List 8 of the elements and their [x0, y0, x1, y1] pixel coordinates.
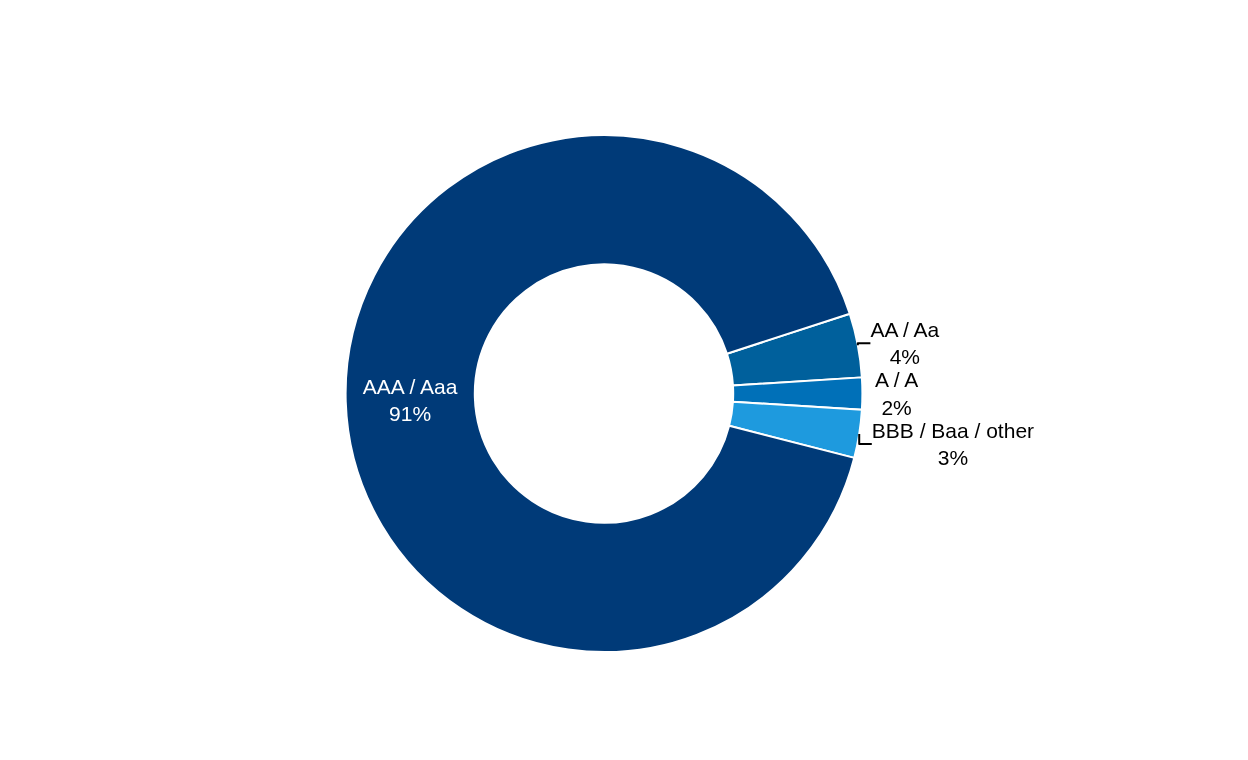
data-label: 3%	[937, 446, 969, 470]
slice-label: BBB / Baa / other	[871, 418, 1035, 442]
data-label: 4%	[889, 345, 921, 369]
data-label: 91%	[389, 401, 432, 425]
data-label: 2%	[881, 395, 912, 419]
slice-label: AAA / Aaa	[362, 374, 458, 398]
slice-label: A / A	[874, 368, 919, 392]
slice-label: AA / Aa	[870, 318, 940, 342]
